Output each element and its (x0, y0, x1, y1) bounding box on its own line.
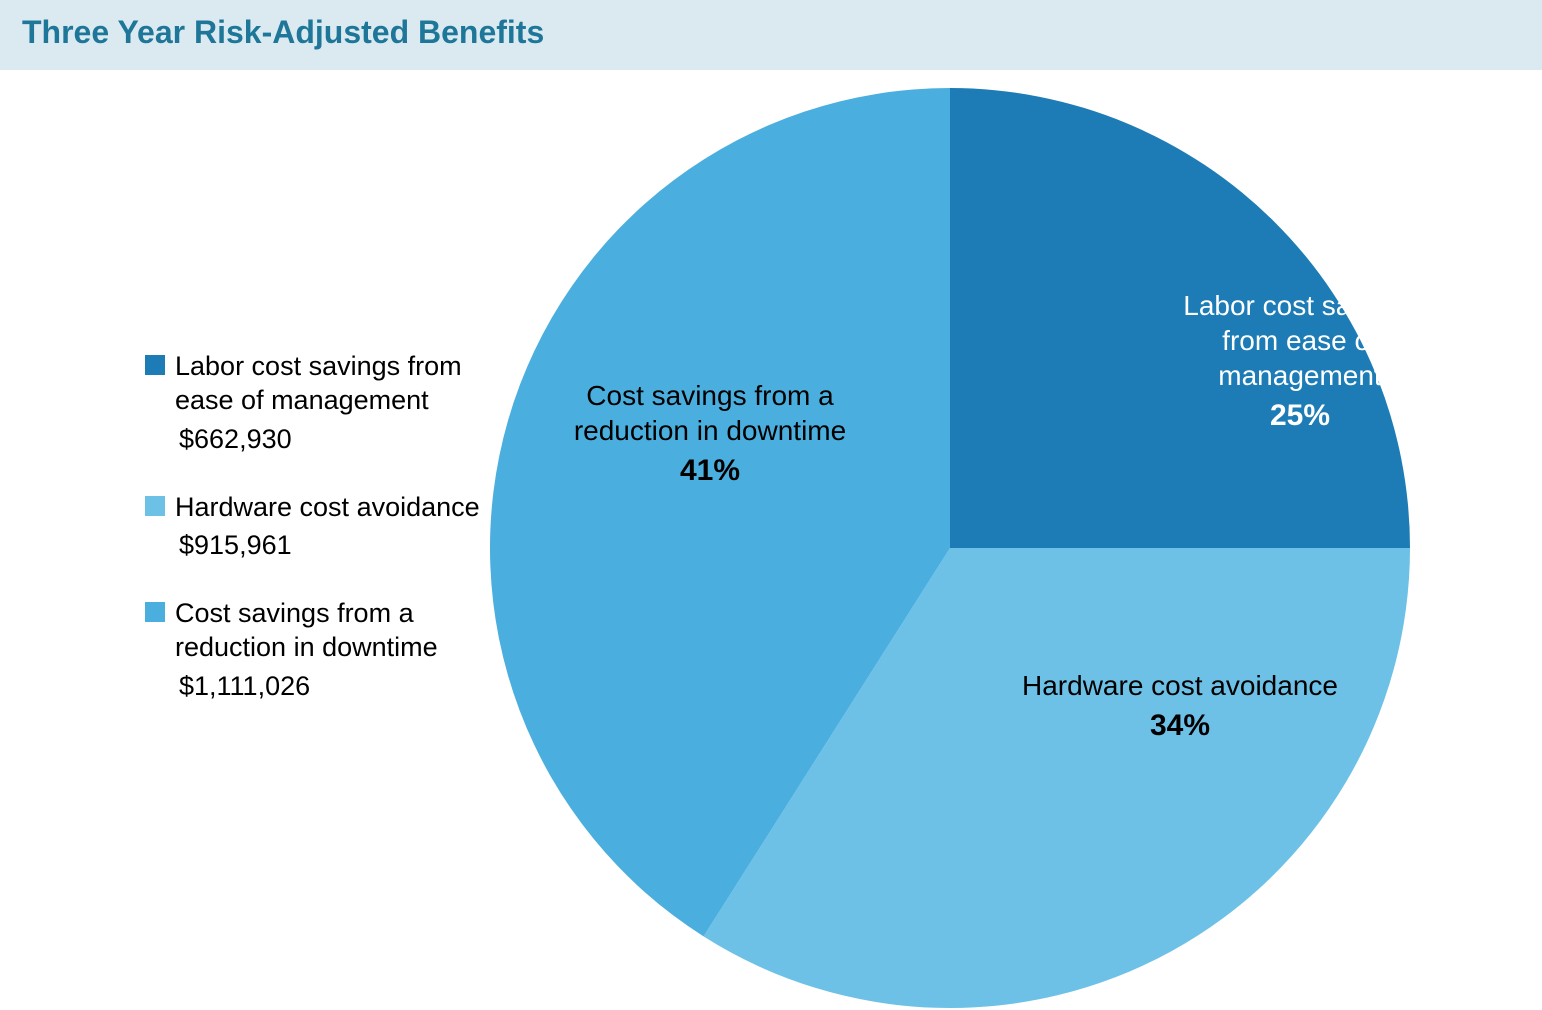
legend-item-labor: Labor cost savings from ease of manageme… (145, 350, 505, 455)
legend: Labor cost savings from ease of manageme… (145, 350, 505, 738)
pie-slice-labor (950, 88, 1410, 548)
legend-item-downtime: Cost savings from a reduction in downtim… (145, 597, 505, 702)
legend-value-downtime: $1,111,026 (179, 671, 505, 702)
legend-item-hardware: Hardware cost avoidance $915,961 (145, 491, 505, 562)
pie-svg (490, 88, 1410, 1008)
title-bar: Three Year Risk-Adjusted Benefits (0, 0, 1542, 70)
legend-swatch-labor (145, 355, 165, 375)
legend-swatch-downtime (145, 602, 165, 622)
legend-value-labor: $662,930 (179, 424, 505, 455)
legend-swatch-hardware (145, 496, 165, 516)
pie-chart: Labor cost savings from ease of manageme… (490, 88, 1410, 1008)
legend-label-hardware: Hardware cost avoidance (175, 491, 480, 525)
page-title: Three Year Risk-Adjusted Benefits (22, 14, 1520, 51)
legend-value-hardware: $915,961 (179, 530, 505, 561)
legend-label-labor: Labor cost savings from ease of manageme… (175, 350, 505, 418)
legend-label-downtime: Cost savings from a reduction in downtim… (175, 597, 505, 665)
